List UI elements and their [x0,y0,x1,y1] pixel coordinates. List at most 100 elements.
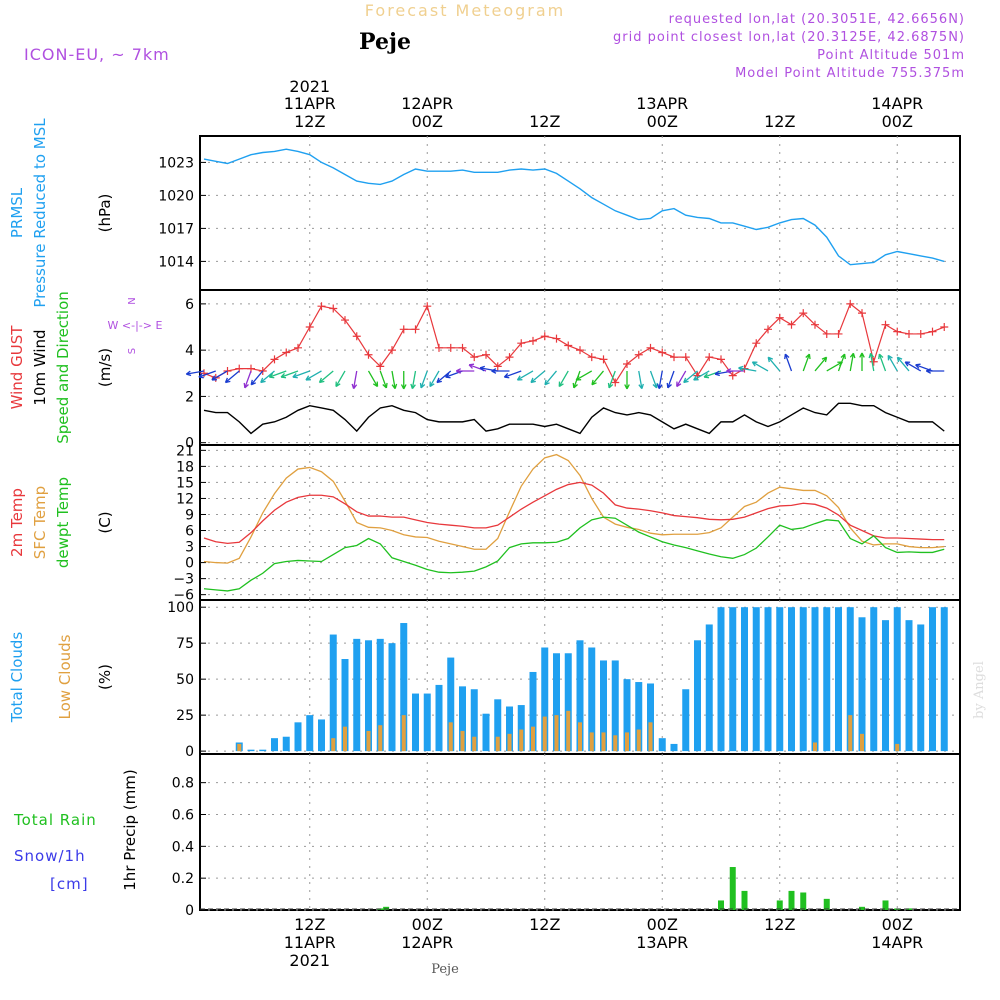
wind-arrow [367,370,379,388]
bar-total-clouds [799,607,807,752]
bar-total-clouds [388,643,396,752]
wind-arrow [400,370,407,390]
bar-total-clouds [752,607,760,752]
gust-marker [799,309,808,318]
y-tick-label: 6 [185,524,194,540]
bar-low-clouds [554,715,559,752]
y-tick-label: 6 [185,297,194,313]
bar-total-clouds [564,653,572,752]
bar-low-clouds [472,736,477,752]
gust-marker [493,362,502,371]
gust-marker [341,316,349,325]
wind-arrow [814,356,828,372]
wind-arrow [530,370,546,384]
bar-total-clouds [482,713,490,752]
bar-total-clouds [353,638,361,752]
wind-arrow [280,370,299,379]
station-title: Peje [359,29,411,55]
bottom-date-label: 14APR [871,933,923,952]
bar-total-clouds [776,607,784,752]
bar-total-clouds [553,653,560,752]
gust-marker [846,299,855,308]
y-tick-label: 18 [176,459,194,475]
wind-arrow [185,370,205,377]
bar-total-rain [729,867,736,910]
bar-total-clouds [670,743,678,752]
y-tick-label: 2 [185,389,194,405]
gust-marker [529,336,537,345]
bar-total-clouds [917,624,925,752]
bar-low-clouds [625,732,629,752]
gust-marker [717,355,725,364]
bar-total-clouds [870,607,878,752]
gust-marker [435,343,443,352]
bar-total-clouds [306,715,314,752]
series-prmsl-line [203,148,945,266]
top-date-label: 13APR [636,94,688,113]
wind-arrow [305,370,322,381]
bottom-hour-label: 00Z [412,915,443,934]
bar-total-clouds [788,607,795,752]
gust-marker [646,343,655,352]
bar-total-clouds [576,640,584,752]
y-tick-label: 0.4 [172,839,194,855]
bar-total-clouds [447,657,455,752]
wind-arrow [904,361,922,372]
bar-total-clouds [623,679,631,752]
gust-marker [576,346,584,355]
top-date-label: 11APR [284,94,336,113]
panels: 1014 1017 1020 1023 PRMSL Pressure Reduced to… [8,118,961,919]
gust-marker [517,339,526,348]
bar-total-clouds [341,659,349,752]
top-year-label: 2021 [289,77,330,96]
bar-low-clouds [237,743,242,752]
wind-arrow [925,368,945,374]
wind-arrow [516,370,534,381]
wind-arrow [391,370,398,390]
gust-marker [399,325,408,334]
bar-total-clouds [694,640,701,752]
bar-low-clouds [636,729,641,752]
wind-arrow [878,353,887,372]
gust-marker [540,332,549,341]
y-axis-label: Wind GUST [8,325,26,410]
wind-arrow [224,370,240,384]
bar-low-clouds [895,743,900,752]
gust-marker [258,366,267,375]
wind-arrow [335,370,346,388]
y-tick-label: 1017 [158,221,194,237]
bar-total-clouds [459,686,466,752]
gust-marker [305,323,314,332]
bar-low-clouds [343,726,347,752]
bar-total-clouds [893,607,901,752]
panel-wind: 0 2 4 6 Wind GUST 10m Wind Speed and Direction… [8,289,961,452]
y-axis-unit: (hPa) [96,194,114,233]
panel-clouds: 0 25 50 75 100 Total Clouds Low Clouds (%) [8,599,961,760]
y-axis-label: Pressure Reduced to MSL [31,118,49,308]
y-tick-label: 0.8 [172,776,194,792]
bar-total-clouds [470,689,478,752]
bar-total-clouds [611,660,619,752]
bar-low-clouds [460,730,465,752]
y-tick-label: 3 [185,540,194,556]
legend-snow-unit: [cm] [50,875,89,893]
gust-marker [858,309,866,318]
gust-marker [764,325,772,334]
gust-marker [881,320,890,329]
wind-arrow [868,352,875,372]
bar-low-clouds [860,733,864,752]
point-altitude: Point Altitude 501m [817,48,965,63]
gust-marker [270,355,279,364]
compass-north: N [127,297,138,304]
bar-low-clouds [848,715,853,752]
bar-low-clouds [378,725,383,752]
bar-total-rain [823,898,830,910]
gust-marker [775,313,784,322]
bar-total-clouds [705,624,713,752]
bar-total-rain [859,906,865,910]
top-hour-label: 12Z [764,112,795,131]
gust-marker [893,327,902,336]
wind-arrow [243,370,252,389]
